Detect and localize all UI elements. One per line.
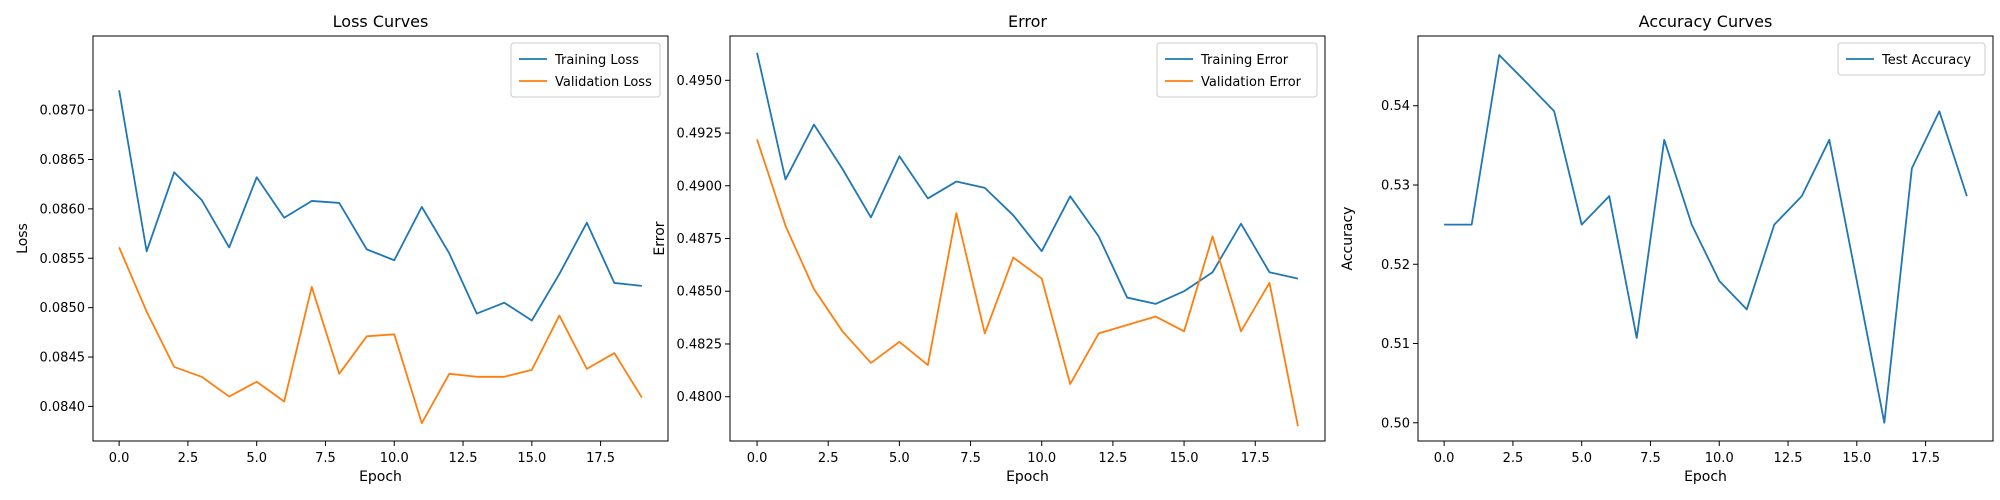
x-tick-label: 10.0 [1027,451,1056,466]
y-tick-label: 0.50 [1381,416,1410,431]
series-line-2 [118,247,643,425]
y-tick-label: 0.4800 [677,390,723,405]
x-tick-label: 5.0 [246,451,267,466]
y-axis-label: Error [652,221,668,255]
x-tick-label: 2.5 [818,451,839,466]
x-axis-label: Epoch [1006,469,1049,485]
chart-title: Loss Curves [333,12,429,31]
x-tick-label: 7.5 [315,451,336,466]
legend-label: Validation Loss [555,75,652,90]
x-tick-label: 12.5 [449,451,478,466]
x-tick-label: 5.0 [889,451,910,466]
x-axis-label: Epoch [1684,469,1727,485]
y-axis-label: Loss [15,223,31,254]
x-tick-label: 2.5 [178,451,199,466]
chart-title: Accuracy Curves [1639,12,1773,31]
plot-frame [1417,35,1994,442]
series-line-2 [756,139,1299,427]
y-tick-label: 0.0845 [40,351,86,366]
plot-frame [92,35,669,442]
legend-box [1156,42,1318,98]
x-tick-label: 15.0 [517,451,546,466]
x-tick-label: 7.5 [960,451,981,466]
legend-label: Test Accuracy [1881,53,1971,68]
y-tick-label: 0.51 [1381,337,1410,352]
y-tick-label: 0.4950 [677,74,723,89]
series-line-1 [118,90,642,322]
legend-box [510,42,661,98]
x-tick-label: 10.0 [380,451,409,466]
y-tick-label: 0.4925 [677,127,723,142]
x-tick-label: 12.5 [1774,451,1803,466]
chart-2: Error 0.0 2.5 5.0 7.5 10.0 12.5 15.0 17.5 0.4800 0… [652,12,1326,485]
y-tick-label: 0.53 [1381,179,1410,194]
y-tick-label: 0.4825 [677,337,723,352]
y-tick-label: 0.52 [1381,258,1410,273]
x-tick-label: 17.5 [1911,451,1940,466]
x-tick-label: 10.0 [1705,451,1734,466]
legend-box [1837,42,1986,76]
y-axis-label: Accuracy [1340,207,1356,271]
y-tick-label: 0.4850 [677,285,723,300]
x-tick-label: 17.5 [1241,451,1270,466]
y-tick-label: 0.0860 [40,202,86,217]
x-tick-label: 0.0 [747,451,768,466]
legend-label: Training Loss [554,53,639,68]
series-line-1 [1444,54,1968,424]
x-tick-label: 17.5 [586,451,615,466]
x-tick-label: 15.0 [1170,451,1199,466]
y-tick-label: 0.0870 [40,104,86,119]
plot-frame [729,35,1326,442]
y-tick-label: 0.0865 [40,153,86,168]
y-tick-label: 0.0855 [40,252,86,267]
x-tick-label: 12.5 [1098,451,1127,466]
y-tick-label: 0.4875 [677,232,723,247]
legend-label: Training Error [1200,53,1289,68]
legend-label: Validation Error [1201,75,1302,90]
legend: Training Error Validation Error [1156,42,1318,98]
x-tick-label: 0.0 [109,451,130,466]
chart-1: Loss Curves 0.0 2.5 5.0 7.5 10.0 12.5 15.0 17.5 0… [15,12,669,485]
chart-3: Accuracy Curves 0.0 2.5 5.0 7.5 10.0 12.5 15.0 1… [1340,12,1994,485]
x-tick-label: 5.0 [1571,451,1592,466]
x-tick-label: 7.5 [1640,451,1661,466]
y-tick-label: 0.54 [1381,99,1410,114]
x-tick-label: 15.0 [1842,451,1871,466]
y-tick-label: 0.0840 [40,400,86,415]
y-tick-label: 0.4900 [677,179,723,194]
chart-title: Error [1008,12,1047,31]
legend: Training Loss Validation Loss [510,42,661,98]
x-tick-label: 0.0 [1434,451,1455,466]
x-axis-label: Epoch [359,469,402,485]
legend: Test Accuracy [1837,42,1986,76]
y-tick-label: 0.0850 [40,301,86,316]
series-line-1 [756,52,1299,305]
x-tick-label: 2.5 [1503,451,1524,466]
